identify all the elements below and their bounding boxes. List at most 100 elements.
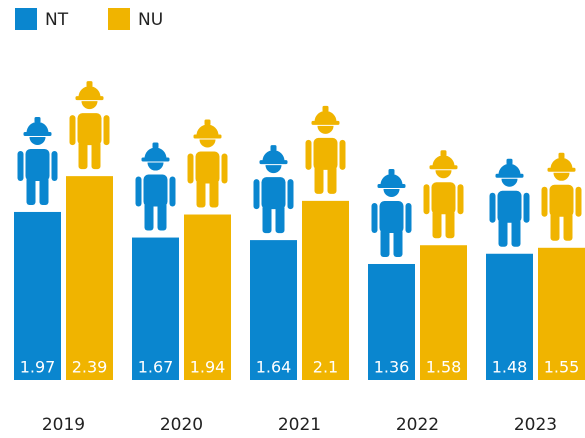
x-tick-label: 2023 <box>514 415 557 435</box>
head <box>199 139 216 148</box>
helmet-knob <box>86 81 93 88</box>
value-label: 2.39 <box>72 358 108 377</box>
arm-right <box>287 179 294 210</box>
worker-icon <box>17 116 58 205</box>
head <box>29 136 46 145</box>
helmet-brim <box>377 183 406 188</box>
bar <box>66 176 113 380</box>
helmet <box>498 163 521 175</box>
leg-right <box>39 176 49 205</box>
worker-icon <box>541 152 582 241</box>
leg-right <box>393 228 403 257</box>
helmet <box>144 147 167 159</box>
arm-right <box>339 139 346 170</box>
bar <box>250 240 297 380</box>
worker-icon <box>371 168 412 257</box>
leg-left <box>380 228 390 257</box>
value-label: 2.1 <box>313 358 338 377</box>
helmet <box>380 173 403 185</box>
leg-right <box>445 210 455 239</box>
helmet-knob <box>34 116 41 123</box>
helmet <box>550 157 573 169</box>
head <box>81 101 98 110</box>
value-label: 1.48 <box>492 358 528 377</box>
arm-left <box>371 202 378 233</box>
leg-right <box>511 218 521 247</box>
leg-left <box>498 218 508 247</box>
leg-left <box>550 212 560 241</box>
legend-swatch <box>15 8 37 30</box>
torso <box>143 174 168 207</box>
worker-icon <box>187 119 228 208</box>
arm-right <box>51 150 58 181</box>
value-label: 1.64 <box>256 358 292 377</box>
legend-swatch <box>108 8 130 30</box>
leg-left <box>314 165 324 194</box>
helmet-brim <box>311 120 340 125</box>
leg-left <box>26 176 36 205</box>
legend-label: NU <box>138 10 163 30</box>
leg-right <box>327 165 337 194</box>
helmet <box>314 110 337 122</box>
helmet-brim <box>547 167 576 172</box>
head <box>383 188 400 197</box>
helmet-knob <box>322 105 329 112</box>
worker-icon <box>305 105 346 194</box>
leg-right <box>209 179 219 208</box>
worker-icon <box>423 150 464 239</box>
helmet <box>432 155 455 167</box>
torso <box>431 182 456 215</box>
x-tick-label: 2022 <box>396 415 439 435</box>
head <box>317 125 334 134</box>
helmet-brim <box>429 165 458 170</box>
arm-right <box>523 192 530 223</box>
torso <box>77 113 102 146</box>
arm-right <box>103 115 110 146</box>
bar <box>538 247 585 380</box>
torso <box>379 200 404 233</box>
bar <box>14 211 61 380</box>
bar <box>184 214 231 380</box>
bar <box>368 263 415 380</box>
worker-icon <box>489 158 530 247</box>
arm-right <box>221 153 228 184</box>
arm-right <box>575 186 582 217</box>
helmet <box>196 124 219 136</box>
bar <box>302 200 349 380</box>
x-tick-label: 2019 <box>42 415 85 435</box>
arm-left <box>423 184 430 215</box>
worker-icon <box>69 81 110 170</box>
value-label: 1.97 <box>20 358 56 377</box>
torso <box>195 151 220 184</box>
helmet-brim <box>23 131 52 136</box>
arm-left <box>489 192 496 223</box>
leg-left <box>432 210 442 239</box>
x-tick-label: 2020 <box>160 415 203 435</box>
legend-label: NT <box>45 10 69 30</box>
arm-left <box>17 150 24 181</box>
value-label: 1.94 <box>190 358 226 377</box>
head <box>501 178 518 187</box>
torso <box>261 177 286 210</box>
x-tick-label: 2021 <box>278 415 321 435</box>
arm-left <box>69 115 76 146</box>
arm-left <box>135 176 142 207</box>
helmet-knob <box>558 152 565 159</box>
helmet <box>26 121 49 133</box>
arm-left <box>187 153 194 184</box>
helmet-knob <box>388 168 395 175</box>
bar <box>486 253 533 380</box>
leg-left <box>144 202 154 231</box>
helmet-brim <box>75 96 104 101</box>
leg-right <box>563 212 573 241</box>
leg-left <box>78 141 88 170</box>
helmet-knob <box>440 150 447 157</box>
torso <box>549 184 574 217</box>
head <box>265 165 282 174</box>
helmet-brim <box>259 160 288 165</box>
leg-right <box>91 141 101 170</box>
bar <box>132 237 179 380</box>
helmet-knob <box>152 142 159 149</box>
arm-right <box>169 176 176 207</box>
